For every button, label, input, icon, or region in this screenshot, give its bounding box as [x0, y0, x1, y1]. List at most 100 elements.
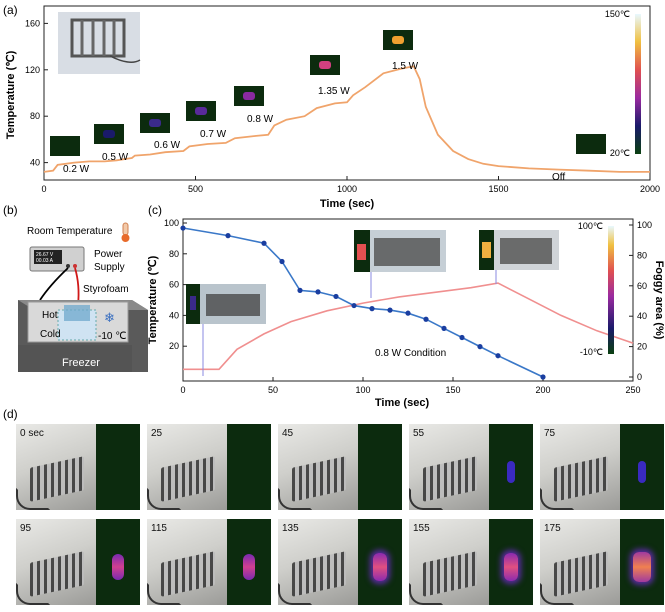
photo-inset-1 — [186, 284, 266, 376]
device-photo — [409, 519, 489, 605]
panel-label-c: (c) — [148, 203, 162, 217]
chart-c-foggy-point — [351, 302, 357, 309]
power-label: 0.2 W — [63, 164, 90, 175]
frame-time-label: 55 — [413, 428, 425, 439]
chart-c-ytick-label: 40 — [169, 310, 179, 320]
thermometer-icon — [121, 222, 130, 242]
hot-label: Hot — [42, 310, 58, 321]
chart-c-ytick2-label: 20 — [637, 342, 647, 352]
thermal-image — [227, 424, 271, 510]
chart-c-ylabel: Temperature (℃) — [147, 255, 159, 344]
power-label-2: Supply — [94, 262, 125, 273]
time-lapse-frame: 155 — [409, 519, 533, 605]
chart-c-xtick-label: 100 — [355, 385, 370, 395]
device-photo — [147, 424, 227, 510]
chart-c-ylabel2: Foggy area (%) — [653, 261, 665, 340]
power-label: 0.6 W — [154, 140, 181, 151]
chart-c-foggy-point — [333, 293, 339, 300]
chart-a-xtick-label: 2000 — [640, 184, 660, 194]
time-lapse-frame: 175 — [540, 519, 664, 605]
chart-a-ytick-label: 40 — [30, 158, 40, 168]
chart-a-ylabel: Temperature (℃) — [5, 50, 17, 139]
ps-current: 00.03 A — [36, 258, 54, 264]
thermal-hotspot — [373, 553, 387, 581]
chart-c: 0 50 100 150 200 250 20 40 60 80 100 0 20 40 60 80 100 T… — [147, 218, 665, 409]
chart-c-foggy-point — [261, 240, 267, 246]
chart-a-xtick-label: 1500 — [488, 184, 508, 194]
power-label: 0.7 W — [200, 129, 227, 140]
thermal-hotspot — [507, 461, 515, 483]
chart-c-ytick2-label: 0 — [637, 372, 642, 382]
colorbar-c — [608, 226, 614, 354]
chart-a-xlabel: Time (sec) — [320, 198, 375, 210]
power-label: 1.5 W — [392, 61, 419, 72]
thermal-hotspot — [149, 119, 161, 127]
panel-label-d: (d) — [3, 407, 18, 421]
power-label: 0.5 W — [102, 152, 129, 163]
thermal-thumbnail — [50, 136, 80, 156]
frame-time-label: 95 — [20, 523, 32, 534]
thermal-thumbnails: 0.2 W 0.5 W 0.6 W 0.7 W 0.8 W 1.35 W 1.5 W Off — [50, 30, 606, 183]
chart-c-foggy-point — [423, 316, 429, 322]
photo-inset-2 — [354, 230, 446, 298]
thermal-hotspot — [243, 554, 255, 580]
chart-c-frame — [182, 218, 634, 382]
chart-c-foggy-point — [477, 344, 483, 350]
thermal-image — [358, 424, 402, 510]
frame-time-label: 75 — [544, 428, 556, 439]
chart-c-foggy-point — [369, 306, 375, 312]
chart-c-ytick-label: 20 — [169, 341, 179, 351]
chart-c-annotation: 0.8 W Condition — [375, 348, 446, 359]
thermal-hotspot — [504, 553, 518, 581]
device-photo — [16, 424, 96, 510]
chart-a-ytick-label: 120 — [25, 65, 40, 75]
device-photo — [540, 424, 620, 510]
frame-time-label: 0 sec — [20, 428, 44, 439]
frame-time-label: 115 — [151, 523, 167, 534]
time-lapse-frame: 55 — [409, 424, 533, 510]
setup-diagram: Room Temperature 26.67 V 00.03 A Power S… — [18, 222, 148, 372]
chart-c-foggy-point — [405, 310, 411, 316]
thermal-hotspot — [243, 92, 255, 100]
chart-a-xtick-label: 500 — [188, 184, 203, 194]
frame-time-label: 45 — [282, 428, 294, 439]
power-label: 1.35 W — [318, 86, 350, 97]
time-lapse-frame: 0 sec — [16, 424, 140, 510]
thermal-hotspot — [112, 554, 124, 580]
frame-time-label: 135 — [282, 523, 299, 534]
chart-c-ytick2-label: 80 — [637, 250, 647, 260]
device-photo — [278, 424, 358, 510]
chart-c-foggy-point — [495, 353, 501, 359]
time-lapse-frame: 95 — [16, 519, 140, 605]
device-photo — [16, 519, 96, 605]
colorbar-a-min: 20℃ — [610, 148, 630, 158]
thermal-hotspot — [319, 61, 331, 69]
frame-time-label: 155 — [413, 523, 430, 534]
chart-a-xtick-label: 1000 — [337, 184, 357, 194]
thermal-hotspot — [638, 461, 646, 483]
chart-c-ytick-label: 80 — [169, 249, 179, 259]
power-label: Off — [552, 172, 565, 183]
styrofoam-label: Styrofoam — [83, 284, 129, 295]
chart-a-ytick-label: 160 — [25, 18, 40, 28]
thermal-hotspot — [195, 107, 207, 115]
chart-c-xtick-label: 0 — [180, 385, 185, 395]
chart-c-xlabel: Time (sec) — [375, 397, 430, 409]
chart-c-foggy-point — [180, 225, 186, 231]
chart-c-foggy-point — [297, 287, 303, 293]
time-lapse-frame: 115 — [147, 519, 271, 605]
room-temperature-label: Room Temperature — [27, 226, 113, 237]
chart-c-ytick2-label: 60 — [637, 281, 647, 291]
colorbar-c-min: -10℃ — [580, 347, 603, 357]
device-photo — [147, 519, 227, 605]
chart-c-foggy-point — [387, 307, 393, 313]
chart-c-foggy-point — [540, 374, 546, 380]
chart-a-xtick-label: 0 — [41, 184, 46, 194]
colorbar-a — [635, 14, 641, 154]
chart-c-xtick-label: 50 — [268, 385, 278, 395]
chart-c-xtick-label: 150 — [445, 385, 460, 395]
freezer-label: Freezer — [62, 357, 100, 369]
time-lapse-frames: 0 sec 25 45 55 75 95 115 135 155 175 — [16, 424, 664, 609]
chart-c-foggy-point — [459, 334, 465, 341]
